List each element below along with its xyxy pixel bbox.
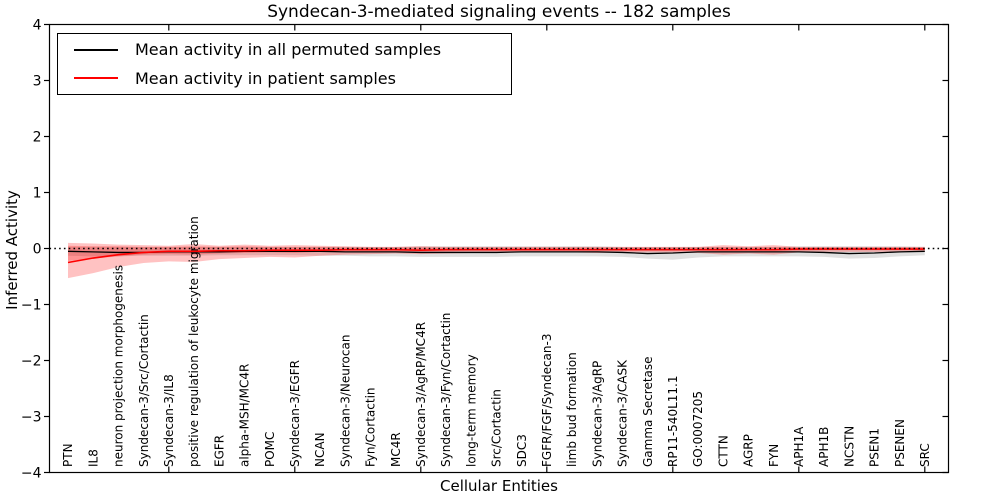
x-category-label: PSENEN xyxy=(893,419,907,467)
x-category-label: positive regulation of leukocyte migrati… xyxy=(187,216,201,467)
legend-item-permuted: Mean activity in all permuted samples xyxy=(58,37,511,63)
chart-title: Syndecan-3-mediated signaling events -- … xyxy=(267,2,731,22)
x-category-label: EGFR xyxy=(212,435,226,467)
x-category-label: Fyn/Cortactin xyxy=(364,387,378,467)
x-category-label: Src/Cortactin xyxy=(490,389,504,467)
x-category-label: Syndecan-3/Src/Cortactin xyxy=(137,314,151,467)
x-category-label: AGRP xyxy=(742,434,756,467)
x-axis-label: Cellular Entities xyxy=(440,477,558,495)
legend: Mean activity in all permuted samples Me… xyxy=(57,33,512,95)
x-category-label: APH1B xyxy=(817,427,831,467)
x-category-label: CTTN xyxy=(716,435,730,467)
y-tick-label: −1 xyxy=(21,298,42,314)
y-tick-label: 1 xyxy=(33,186,42,202)
x-category-label: Gamma Secretase xyxy=(641,356,655,467)
x-category-label: IL8 xyxy=(86,449,100,467)
x-category-label: neuron projection morphogenesis xyxy=(112,265,126,467)
x-category-label: Syndecan-3/CASK xyxy=(616,359,630,467)
y-tick-label: 3 xyxy=(33,74,42,90)
legend-line-swatch-permuted xyxy=(74,48,118,51)
x-category-label: PTN xyxy=(61,443,75,467)
y-tick-label: 2 xyxy=(33,130,42,146)
x-category-label: APH1A xyxy=(792,426,806,467)
x-category-label: long-term memory xyxy=(464,354,478,467)
x-category-label: FYN xyxy=(767,444,781,467)
x-category-label: SRC xyxy=(918,443,932,467)
y-tick-label: −2 xyxy=(21,354,42,370)
x-category-label: Syndecan-3/EGFR xyxy=(288,360,302,467)
x-category-label: RP11-540L11.1 xyxy=(666,376,680,467)
x-category-label: FGFR/FGF/Syndecan-3 xyxy=(540,334,554,467)
x-category-label: MC4R xyxy=(389,432,403,467)
y-tick-label: 0 xyxy=(33,242,42,258)
y-tick-label: −3 xyxy=(21,410,42,426)
x-category-label: NCSTN xyxy=(842,426,856,467)
y-axis-label: Inferred Activity xyxy=(3,190,21,310)
x-category-label: Syndecan-3/Neurocan xyxy=(338,335,352,467)
x-category-label: NCAN xyxy=(313,432,327,467)
x-category-label: Syndecan-3/AgRP/MC4R xyxy=(414,322,428,467)
x-category-label: limb bud formation xyxy=(565,352,579,467)
legend-label-patient: Mean activity in patient samples xyxy=(135,68,396,88)
x-category-label: Syndecan-3/AgRP xyxy=(590,361,604,467)
x-category-label: POMC xyxy=(263,432,277,467)
y-tick-label: −4 xyxy=(21,466,42,482)
legend-item-patient: Mean activity in patient samples xyxy=(58,65,511,91)
x-category-label: GO:0007205 xyxy=(691,391,705,467)
legend-line-swatch-patient xyxy=(74,77,118,80)
y-tick-label: 4 xyxy=(33,18,42,34)
permuted-mean-line xyxy=(67,250,925,255)
x-category-label: Syndecan-3/Fyn/Cortactin xyxy=(439,313,453,467)
x-category-label: PSEN1 xyxy=(868,428,882,467)
x-category-label: alpha-MSH/MC4R xyxy=(238,364,252,467)
patient-mean-line xyxy=(67,248,925,264)
x-category-label: SDC3 xyxy=(515,434,529,467)
x-category-label: Syndecan-3/IL8 xyxy=(162,374,176,467)
legend-label-permuted: Mean activity in all permuted samples xyxy=(135,40,442,60)
